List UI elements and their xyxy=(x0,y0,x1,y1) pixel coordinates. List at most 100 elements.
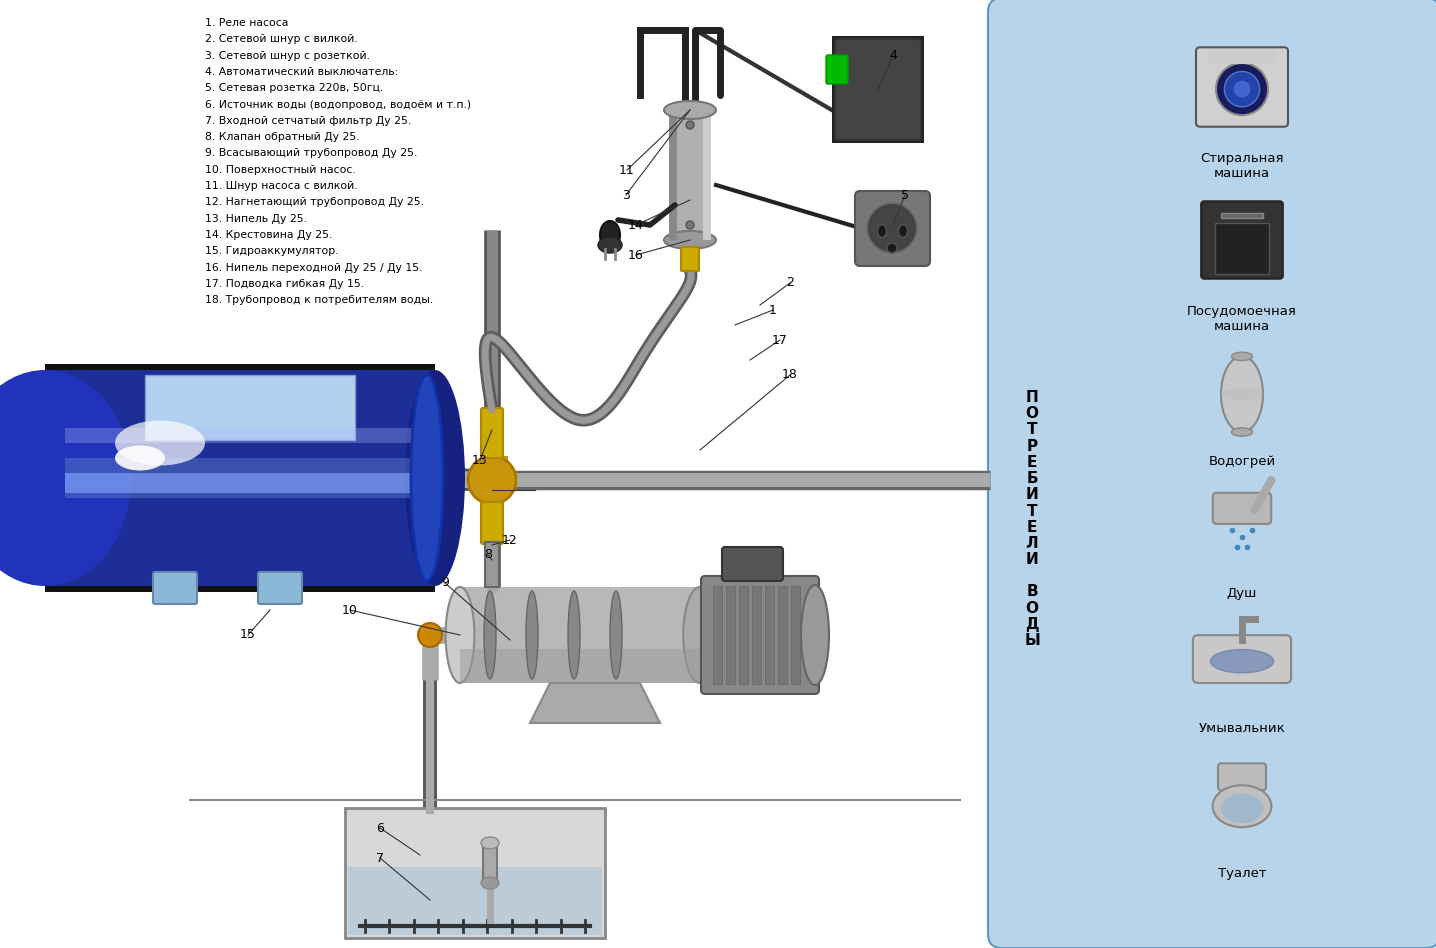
FancyBboxPatch shape xyxy=(1196,47,1288,127)
Text: 6: 6 xyxy=(376,822,383,834)
Bar xyxy=(45,370,435,586)
Text: Водогрей: Водогрей xyxy=(1208,455,1275,468)
Circle shape xyxy=(686,121,694,129)
Polygon shape xyxy=(530,683,661,723)
Circle shape xyxy=(418,623,442,647)
Ellipse shape xyxy=(1211,649,1274,673)
Bar xyxy=(468,472,493,488)
Text: 13: 13 xyxy=(472,453,488,466)
FancyBboxPatch shape xyxy=(681,247,699,271)
FancyBboxPatch shape xyxy=(1200,201,1282,279)
Bar xyxy=(65,473,415,493)
Ellipse shape xyxy=(610,591,622,679)
Bar xyxy=(1221,212,1264,218)
Ellipse shape xyxy=(445,587,474,683)
Ellipse shape xyxy=(39,364,441,592)
Ellipse shape xyxy=(597,237,622,253)
Bar xyxy=(154,572,197,604)
Bar xyxy=(65,428,415,443)
Text: 13. Нипель Ду 25.: 13. Нипель Ду 25. xyxy=(205,213,307,224)
Bar xyxy=(65,458,415,498)
Ellipse shape xyxy=(481,837,498,849)
Ellipse shape xyxy=(1232,353,1252,360)
Ellipse shape xyxy=(1221,356,1264,432)
Text: Умывальник: Умывальник xyxy=(1199,722,1285,735)
Bar xyxy=(669,110,711,240)
Text: 16: 16 xyxy=(628,248,643,262)
Bar xyxy=(1209,51,1275,64)
Ellipse shape xyxy=(569,591,580,679)
Ellipse shape xyxy=(484,591,495,679)
Text: 12. Нагнетающий трубопровод Ду 25.: 12. Нагнетающий трубопровод Ду 25. xyxy=(205,197,424,208)
Bar xyxy=(460,587,699,683)
FancyBboxPatch shape xyxy=(1193,635,1291,683)
Text: Стиральная
машина: Стиральная машина xyxy=(1200,152,1284,180)
Text: 9. Всасывающий трубопровод Ду 25.: 9. Всасывающий трубопровод Ду 25. xyxy=(205,149,418,158)
Ellipse shape xyxy=(899,225,908,238)
Text: 7: 7 xyxy=(376,851,383,865)
Bar xyxy=(752,586,761,684)
Ellipse shape xyxy=(1221,793,1264,823)
Bar xyxy=(727,586,735,684)
FancyBboxPatch shape xyxy=(1218,763,1267,791)
Text: 17. Подводка гибкая Ду 15.: 17. Подводка гибкая Ду 15. xyxy=(205,279,365,289)
Ellipse shape xyxy=(115,446,165,470)
Text: 8. Клапан обратный Ду 25.: 8. Клапан обратный Ду 25. xyxy=(205,132,359,142)
Ellipse shape xyxy=(115,421,205,465)
Text: Туалет: Туалет xyxy=(1218,867,1267,880)
Text: 5: 5 xyxy=(900,189,909,202)
Text: 15. Гидроаккумулятор.: 15. Гидроаккумулятор. xyxy=(205,246,339,256)
FancyBboxPatch shape xyxy=(834,39,920,140)
Circle shape xyxy=(887,243,898,253)
Bar xyxy=(145,375,355,440)
Ellipse shape xyxy=(801,585,829,685)
Text: Душ: Душ xyxy=(1226,587,1256,600)
Text: 10: 10 xyxy=(342,604,358,616)
Bar xyxy=(45,364,435,592)
Text: 3. Сетевой шнур с розеткой.: 3. Сетевой шнур с розеткой. xyxy=(205,50,370,61)
Text: 4: 4 xyxy=(889,48,898,62)
Bar xyxy=(831,36,923,143)
FancyBboxPatch shape xyxy=(722,547,783,581)
Ellipse shape xyxy=(1221,388,1264,400)
Bar xyxy=(345,808,605,938)
Text: 17: 17 xyxy=(773,334,788,347)
Ellipse shape xyxy=(45,370,435,586)
Bar xyxy=(669,110,676,240)
Text: 5. Сетевая розетка 220в, 50гц.: 5. Сетевая розетка 220в, 50гц. xyxy=(205,83,383,93)
Text: 8: 8 xyxy=(484,549,493,561)
Text: 15: 15 xyxy=(240,629,256,642)
FancyBboxPatch shape xyxy=(826,55,849,84)
Bar xyxy=(1215,223,1269,274)
Text: 14. Крестовина Ду 25.: 14. Крестовина Ду 25. xyxy=(205,230,332,240)
Text: 18: 18 xyxy=(783,369,798,381)
Text: Посудомоечная
машина: Посудомоечная машина xyxy=(1188,305,1297,333)
Bar xyxy=(485,542,498,587)
Ellipse shape xyxy=(526,591,538,679)
Ellipse shape xyxy=(663,231,717,249)
Circle shape xyxy=(686,221,694,229)
FancyBboxPatch shape xyxy=(701,576,819,694)
Bar xyxy=(348,866,602,935)
FancyBboxPatch shape xyxy=(481,408,503,458)
Bar xyxy=(765,586,774,684)
Text: 2: 2 xyxy=(785,277,794,289)
Text: 9: 9 xyxy=(441,576,449,590)
Text: П
О
Т
Р
Е
Б
И
Т
Е
Л
И
 
В
О
Д
Ы: П О Т Р Е Б И Т Е Л И В О Д Ы xyxy=(1024,390,1040,648)
Ellipse shape xyxy=(0,370,132,586)
Text: 7. Входной сетчатый фильтр Ду 25.: 7. Входной сетчатый фильтр Ду 25. xyxy=(205,116,411,126)
FancyBboxPatch shape xyxy=(154,572,197,604)
Bar xyxy=(258,572,302,604)
Circle shape xyxy=(867,203,916,253)
Ellipse shape xyxy=(684,587,717,683)
Text: 3: 3 xyxy=(622,189,630,202)
FancyBboxPatch shape xyxy=(988,0,1436,948)
Ellipse shape xyxy=(481,877,498,889)
FancyBboxPatch shape xyxy=(1213,493,1271,524)
Circle shape xyxy=(1234,81,1251,98)
Ellipse shape xyxy=(1232,428,1252,436)
Bar xyxy=(714,586,722,684)
Bar xyxy=(740,586,748,684)
Bar xyxy=(460,649,699,683)
Text: 2. Сетевой шнур с вилкой.: 2. Сетевой шнур с вилкой. xyxy=(205,34,358,45)
